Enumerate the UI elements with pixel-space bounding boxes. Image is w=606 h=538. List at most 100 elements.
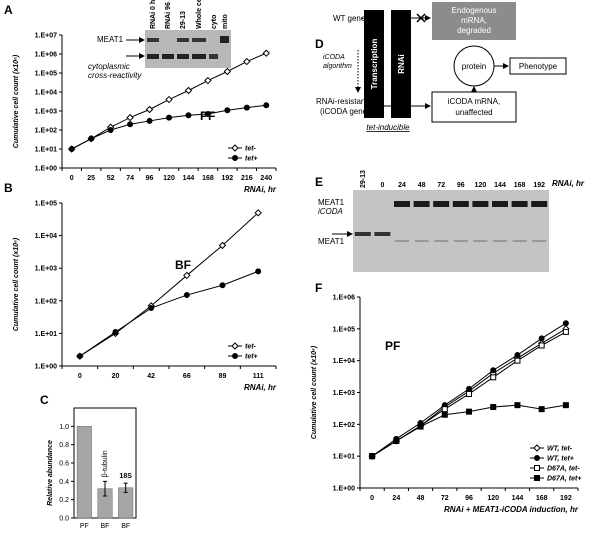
gel-band	[512, 240, 527, 242]
error-bar	[103, 480, 107, 497]
data-point	[224, 107, 231, 114]
data-point	[562, 320, 569, 327]
chart-title: BF	[175, 258, 191, 272]
gel-band	[472, 201, 489, 207]
gel-band	[177, 38, 189, 42]
x-tick-label: 144	[512, 495, 524, 502]
lane-label: 29-13	[360, 170, 367, 188]
y-tick-label: 1.E+05	[35, 71, 57, 78]
x-tick-label: PF	[80, 523, 89, 530]
x-tick-label: BF	[121, 523, 130, 530]
data-point	[514, 352, 521, 359]
annotation: 18S	[119, 473, 132, 480]
x-tick-label: 111	[253, 373, 264, 380]
data-point	[369, 453, 376, 460]
chart-title: PF	[385, 339, 400, 353]
block-mark	[416, 13, 426, 23]
node-label: iCODA mRNA,	[448, 97, 500, 106]
data-point	[441, 411, 448, 418]
node-label: Phenotype	[519, 62, 558, 71]
data-point	[126, 113, 134, 122]
data-point	[393, 437, 400, 444]
lane-label: 29-13	[180, 11, 187, 29]
x-tick-label: 168	[202, 175, 214, 182]
gel-band	[434, 240, 449, 242]
gel-background	[145, 30, 231, 68]
x-tick-label: 168	[536, 495, 548, 502]
node-label: RNAi	[397, 54, 406, 74]
lane-label: 144	[494, 182, 506, 189]
legend-marker	[232, 353, 238, 359]
gel-band	[354, 232, 371, 236]
data-point	[183, 271, 191, 280]
error-bar	[123, 482, 128, 493]
node-label: RNAi-resistant	[316, 97, 368, 106]
data-point	[146, 117, 153, 124]
lane-label: 96	[457, 182, 465, 189]
data-point	[514, 357, 521, 364]
gel-band	[452, 201, 469, 207]
y-axis-label: Cumulative cell count (x10⁶)	[13, 237, 20, 331]
data-point	[490, 404, 497, 411]
node-label: protein	[462, 62, 486, 71]
legend-label: D67A, tet-	[547, 466, 580, 473]
legend-label: WT, tet+	[547, 456, 574, 463]
x-tick-label: 24	[392, 495, 400, 502]
y-axis-label: Cumulative cell count (x10⁶)	[311, 345, 318, 439]
gel-band	[162, 54, 174, 59]
band-label: MEAT1	[318, 237, 345, 246]
data-point	[219, 282, 226, 289]
x-tick-label: 66	[183, 373, 191, 380]
x-tick-label: 0	[70, 175, 74, 182]
inset-gel: MEAT1 cytoplasmic cross-reactivity	[88, 30, 231, 80]
data-point	[417, 423, 424, 430]
gel: RNAi, hr MEAT1 iCODA MEAT1 29-13 0 24 48 72 9…	[318, 170, 585, 272]
rnai-box	[391, 10, 411, 118]
y-tick-label: 1.E+06	[333, 295, 355, 302]
lane-label: 168	[514, 182, 526, 189]
lane-label: 48	[418, 182, 426, 189]
y-tick-label: 1.E+01	[35, 147, 57, 154]
gel-band	[374, 232, 391, 236]
unaffected-box	[431, 91, 517, 123]
phenotype-box	[509, 57, 567, 75]
y-tick-label: 1.E+04	[35, 233, 57, 240]
series-line	[71, 104, 267, 150]
legend-label: D67A, tet+	[547, 476, 581, 483]
y-tick-label: 1.E+05	[333, 326, 355, 333]
band-label: MEAT1	[97, 35, 124, 44]
lane-label: 72	[437, 182, 445, 189]
legend-marker	[534, 465, 540, 471]
data-point	[466, 385, 472, 392]
gel-band	[413, 201, 430, 207]
node-label: Transcription	[370, 39, 379, 90]
y-tick-label: 0.4	[59, 479, 69, 486]
data-point	[165, 95, 173, 104]
legend-label: tet-	[245, 146, 257, 153]
gel-band	[493, 240, 507, 242]
data-point	[145, 105, 154, 114]
panel-label: C	[40, 393, 49, 407]
gel-band	[511, 201, 528, 207]
transcription-box	[364, 10, 384, 118]
node-label: algorithm	[323, 63, 352, 70]
x-tick-label: 192	[222, 175, 234, 182]
y-tick-label: 1.E+03	[333, 390, 355, 397]
x-tick-label: 144	[183, 175, 195, 182]
lane-label: 24	[398, 182, 406, 189]
axis-label: RNAi, hr	[552, 179, 585, 188]
gel-band	[453, 240, 468, 242]
data-point	[218, 241, 227, 250]
data-point	[490, 374, 497, 381]
series-line	[79, 270, 259, 357]
lane-label: Whole cell	[196, 0, 203, 29]
gel-band	[395, 240, 409, 242]
y-tick-label: 1.E+00	[35, 364, 57, 371]
gel-band	[209, 54, 218, 59]
data-point	[254, 209, 262, 217]
gel-band	[147, 38, 159, 42]
data-point	[148, 305, 155, 312]
data-point	[184, 86, 193, 95]
y-tick-label: 1.E+02	[35, 128, 57, 135]
x-tick-label: 42	[147, 373, 155, 380]
